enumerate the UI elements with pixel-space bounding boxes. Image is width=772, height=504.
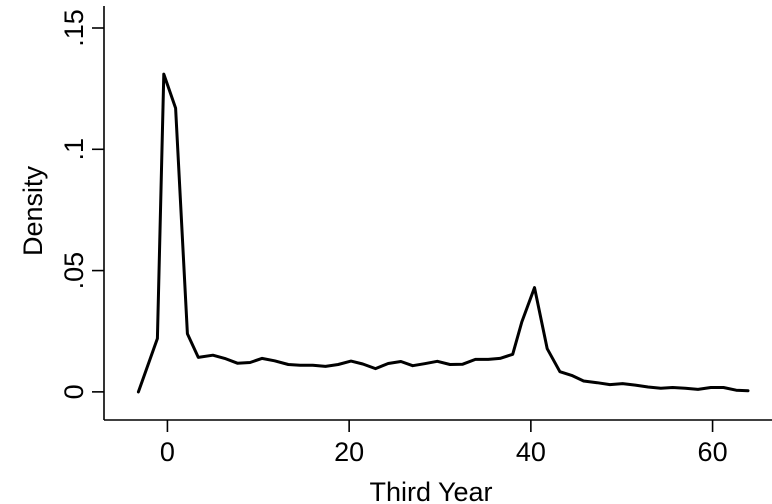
y-axis-title: Density [18, 165, 48, 256]
y-tick-label: 0 [59, 384, 89, 399]
y-tick-label: .05 [59, 252, 89, 290]
y-tick-label: .15 [59, 9, 89, 47]
x-axis: 0 20 40 60 [104, 419, 772, 467]
y-axis: 0 .05 .1 .15 [59, 6, 105, 420]
x-tick-label: 40 [516, 437, 546, 467]
y-tick-label: .1 [59, 138, 89, 161]
x-tick-label: 60 [698, 437, 728, 467]
x-tick-label: 0 [160, 437, 175, 467]
series-layer [136, 72, 750, 394]
x-tick-label: 20 [334, 437, 364, 467]
density-line [136, 72, 750, 394]
x-axis-title: Third Year [369, 477, 492, 504]
